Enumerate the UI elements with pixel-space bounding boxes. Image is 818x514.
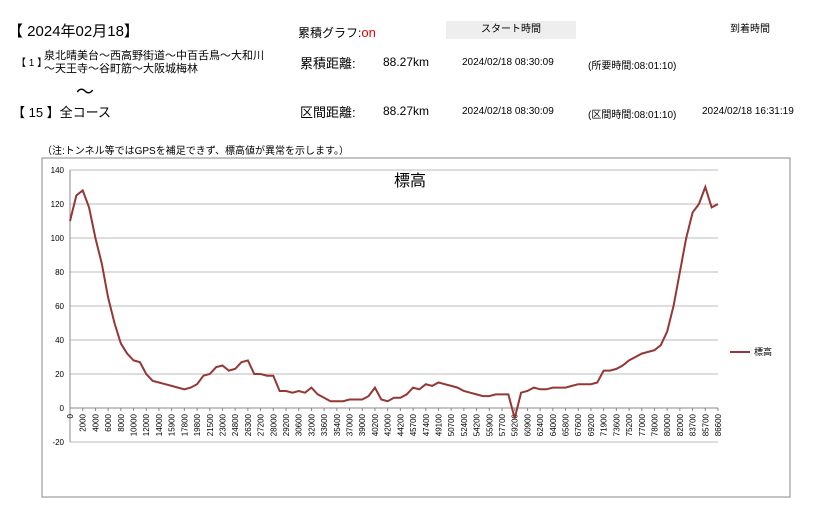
x-tick-label: 8000 bbox=[117, 413, 126, 431]
route-line2: ～天王寺～谷町筋～大阪城梅林 bbox=[44, 63, 198, 75]
x-tick-label: 80000 bbox=[663, 413, 672, 436]
x-tick-label: 86600 bbox=[714, 413, 723, 436]
chart-frame bbox=[41, 157, 791, 498]
x-tick-label: 27200 bbox=[257, 413, 266, 436]
x-tick-label: 30600 bbox=[295, 413, 304, 436]
x-tick-label: 45700 bbox=[409, 413, 418, 436]
x-tick-label: 2000 bbox=[79, 413, 88, 431]
x-tick-label: 60900 bbox=[523, 413, 532, 436]
x-tick-label: 49100 bbox=[434, 413, 443, 436]
x-tick-label: 24800 bbox=[231, 413, 240, 436]
x-tick-label: 39000 bbox=[358, 413, 367, 436]
date: 【 2024年02月18】 bbox=[8, 23, 139, 40]
x-tick-label: 52400 bbox=[460, 413, 469, 436]
y-tick-label: 120 bbox=[51, 200, 65, 209]
start-time: 2024/02/18 08:30:09 bbox=[462, 57, 554, 68]
x-tick-label: 73600 bbox=[612, 413, 621, 436]
y-tick-label: -20 bbox=[52, 438, 64, 447]
y-tick-label: 100 bbox=[51, 234, 65, 243]
x-tick-label: 75200 bbox=[625, 413, 634, 436]
x-tick-label: 82000 bbox=[676, 413, 685, 436]
x-tick-label: 54200 bbox=[473, 413, 482, 436]
x-tick-label: 71900 bbox=[600, 413, 609, 436]
distance: 88.27km bbox=[383, 55, 430, 69]
chart-title: 標高 bbox=[394, 172, 426, 190]
x-tick-label: 33600 bbox=[320, 413, 329, 436]
x-tick-label: 28000 bbox=[269, 413, 278, 436]
y-tick-label: 40 bbox=[55, 336, 64, 345]
x-tick-label: 19800 bbox=[193, 413, 202, 436]
x-tick-label: 77000 bbox=[638, 413, 647, 436]
x-tick-label: 26300 bbox=[244, 413, 253, 436]
arrival-button[interactable]: 到着時間 bbox=[690, 21, 810, 39]
x-tick-label: 44200 bbox=[396, 413, 405, 436]
section-arrival: 2024/02/18 16:31:19 bbox=[702, 106, 794, 117]
section-duration: (区間時間:08:01:10) bbox=[588, 110, 677, 121]
y-tick-label: 20 bbox=[55, 370, 64, 379]
section-start: 2024/02/18 08:30:09 bbox=[462, 106, 554, 117]
x-tick-label: 0 bbox=[66, 413, 75, 418]
x-tick-label: 37000 bbox=[346, 413, 355, 436]
x-tick-label: 10000 bbox=[130, 413, 139, 436]
x-tick-label: 40200 bbox=[371, 413, 380, 436]
duration: (所要時間:08:01:10) bbox=[588, 61, 677, 72]
tilde: ～ bbox=[76, 82, 94, 102]
x-tick-label: 59200 bbox=[511, 413, 520, 436]
x-tick-label: 62400 bbox=[536, 413, 545, 436]
x-tick-label: 69200 bbox=[587, 413, 596, 436]
y-tick-label: 60 bbox=[55, 302, 64, 311]
x-tick-label: 83700 bbox=[689, 413, 698, 436]
x-tick-label: 6000 bbox=[104, 413, 113, 431]
distance-label: 累積距離: bbox=[300, 56, 356, 71]
x-tick-label: 55900 bbox=[485, 413, 494, 436]
x-tick-label: 4000 bbox=[91, 413, 100, 431]
x-tick-label: 64000 bbox=[549, 413, 558, 436]
x-tick-label: 12000 bbox=[142, 413, 151, 436]
x-tick-label: 78000 bbox=[650, 413, 659, 436]
x-tick-label: 50700 bbox=[447, 413, 456, 436]
y-tick-label: 80 bbox=[55, 268, 64, 277]
x-tick-label: 32000 bbox=[307, 413, 316, 436]
x-tick-label: 29200 bbox=[282, 413, 291, 436]
section-distance: 88.27km bbox=[383, 104, 430, 118]
section-name: 【 15 】全コース bbox=[12, 105, 112, 120]
x-tick-label: 17800 bbox=[180, 413, 189, 436]
x-tick-label: 57700 bbox=[498, 413, 507, 436]
legend-label: 標高 bbox=[754, 346, 772, 357]
start-button[interactable]: スタート時間 bbox=[446, 21, 576, 39]
graph-label-text: 累積グラフ: bbox=[298, 26, 362, 40]
x-tick-label: 15900 bbox=[168, 413, 177, 436]
route-index: 【 1 】 bbox=[16, 58, 48, 69]
x-tick-label: 85700 bbox=[701, 413, 710, 436]
x-tick-label: 35400 bbox=[333, 413, 342, 436]
x-tick-label: 67600 bbox=[574, 413, 583, 436]
line-series bbox=[69, 183, 719, 419]
route-line1: 泉北晴美台～西高野街道～中百舌鳥～大和川 bbox=[44, 50, 264, 62]
y-tick-label: 140 bbox=[51, 166, 65, 175]
x-tick-label: 21500 bbox=[206, 413, 215, 436]
x-tick-label: 42000 bbox=[384, 413, 393, 436]
x-tick-label: 65800 bbox=[562, 413, 571, 436]
y-tick-label: 0 bbox=[60, 404, 65, 413]
note: （注:トンネル等ではGPSを補足できず、標高値が異常を示します。） bbox=[42, 146, 349, 157]
x-tick-label: 14000 bbox=[155, 413, 164, 436]
x-tick-label: 23000 bbox=[218, 413, 227, 436]
section-distance-label: 区間距離: bbox=[300, 105, 356, 120]
x-tick-label: 47400 bbox=[422, 413, 431, 436]
graph-state[interactable]: on bbox=[361, 25, 376, 40]
graph-label: 累積グラフ:on bbox=[298, 24, 376, 41]
